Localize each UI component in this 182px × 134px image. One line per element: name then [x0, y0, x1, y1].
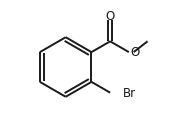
Text: O: O — [130, 46, 139, 59]
Text: Br: Br — [123, 87, 136, 100]
Text: O: O — [106, 10, 115, 23]
